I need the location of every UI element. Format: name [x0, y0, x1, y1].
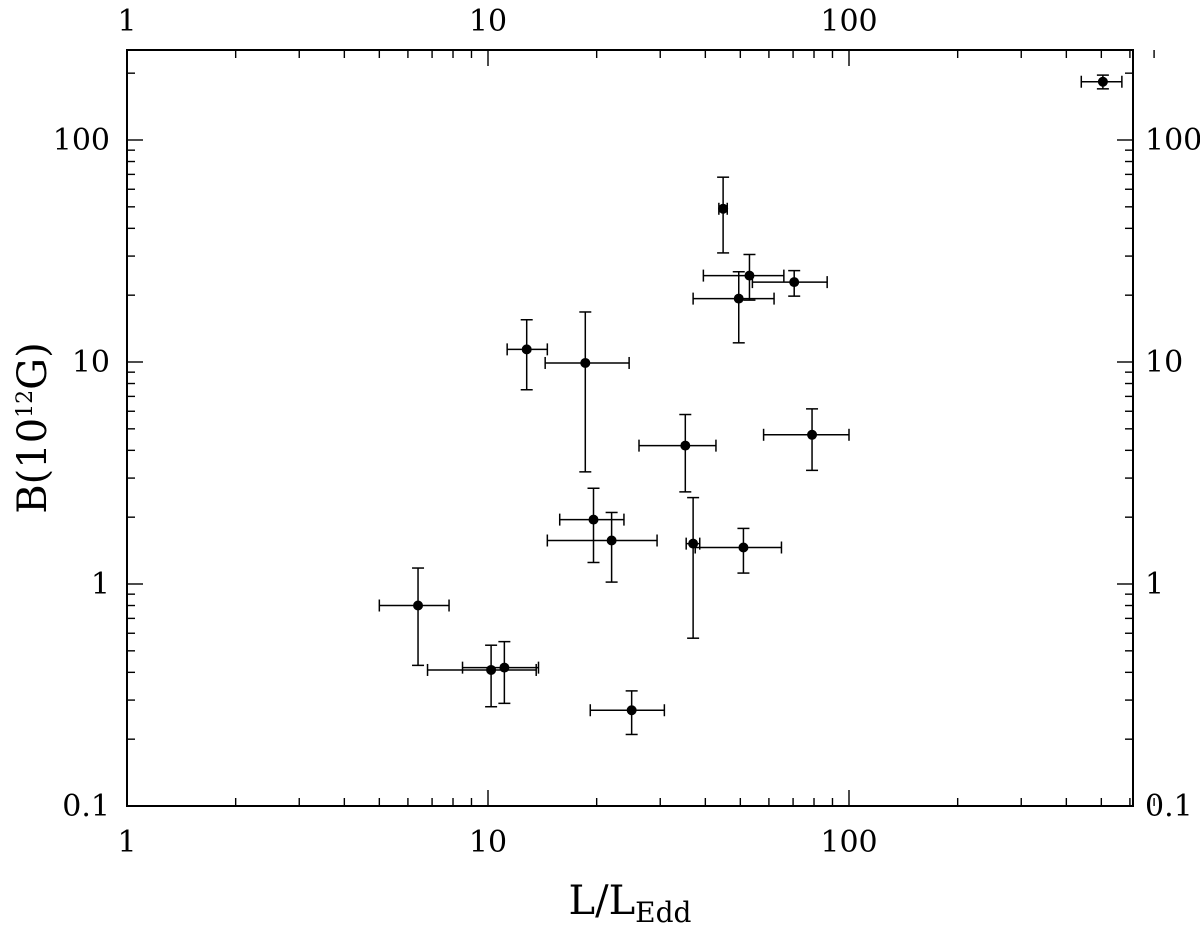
- plot-frame: [126, 49, 1134, 807]
- y-tick-label-left: 100: [53, 123, 110, 158]
- data-point: [789, 277, 800, 288]
- y-tick-label-right: 1: [1145, 567, 1164, 602]
- y-axis-title-superscript: 12: [13, 390, 38, 418]
- y-tick-label-right: 0.1: [1145, 789, 1193, 824]
- y-tick-label-left: 0.1: [62, 789, 110, 824]
- x-axis-title: L/LEdd: [569, 878, 692, 929]
- data-point: [413, 600, 424, 611]
- y-tick-label-right: 100: [1145, 123, 1200, 158]
- data-point: [626, 705, 637, 716]
- x-tick-label-bottom: 10: [469, 825, 507, 860]
- y-tick-label-left: 10: [72, 345, 110, 380]
- data-point: [744, 270, 755, 281]
- data-point: [807, 429, 818, 440]
- data-point: [606, 535, 617, 546]
- data-point: [680, 440, 691, 451]
- y-axis-title-main: B(10: [10, 418, 56, 514]
- y-axis-title: B(1012G): [10, 342, 56, 513]
- data-points: [413, 76, 1108, 716]
- data-point: [688, 538, 699, 549]
- axis-ticks: [127, 50, 1155, 806]
- y-tick-label-right: 10: [1145, 345, 1183, 380]
- data-point: [738, 542, 749, 553]
- data-point: [718, 203, 729, 214]
- data-point: [486, 664, 497, 675]
- x-tick-label-top: 1: [117, 4, 136, 39]
- x-tick-label-bottom: 1: [117, 825, 136, 860]
- data-point: [499, 662, 510, 673]
- data-point: [521, 344, 532, 355]
- data-point: [1097, 76, 1108, 87]
- x-tick-label-top: 100: [820, 4, 877, 39]
- data-point: [588, 514, 599, 525]
- data-point: [733, 293, 744, 304]
- x-tick-label-top: 10: [469, 4, 507, 39]
- y-axis-title-tail: G): [10, 342, 56, 390]
- y-tick-label-left: 1: [91, 567, 110, 602]
- data-point: [580, 357, 591, 368]
- error-bars: [378, 74, 1123, 736]
- x-tick-label-bottom: 100: [820, 825, 877, 860]
- x-axis-title-subscript: Edd: [635, 896, 691, 929]
- x-axis-title-main: L/L: [569, 878, 636, 924]
